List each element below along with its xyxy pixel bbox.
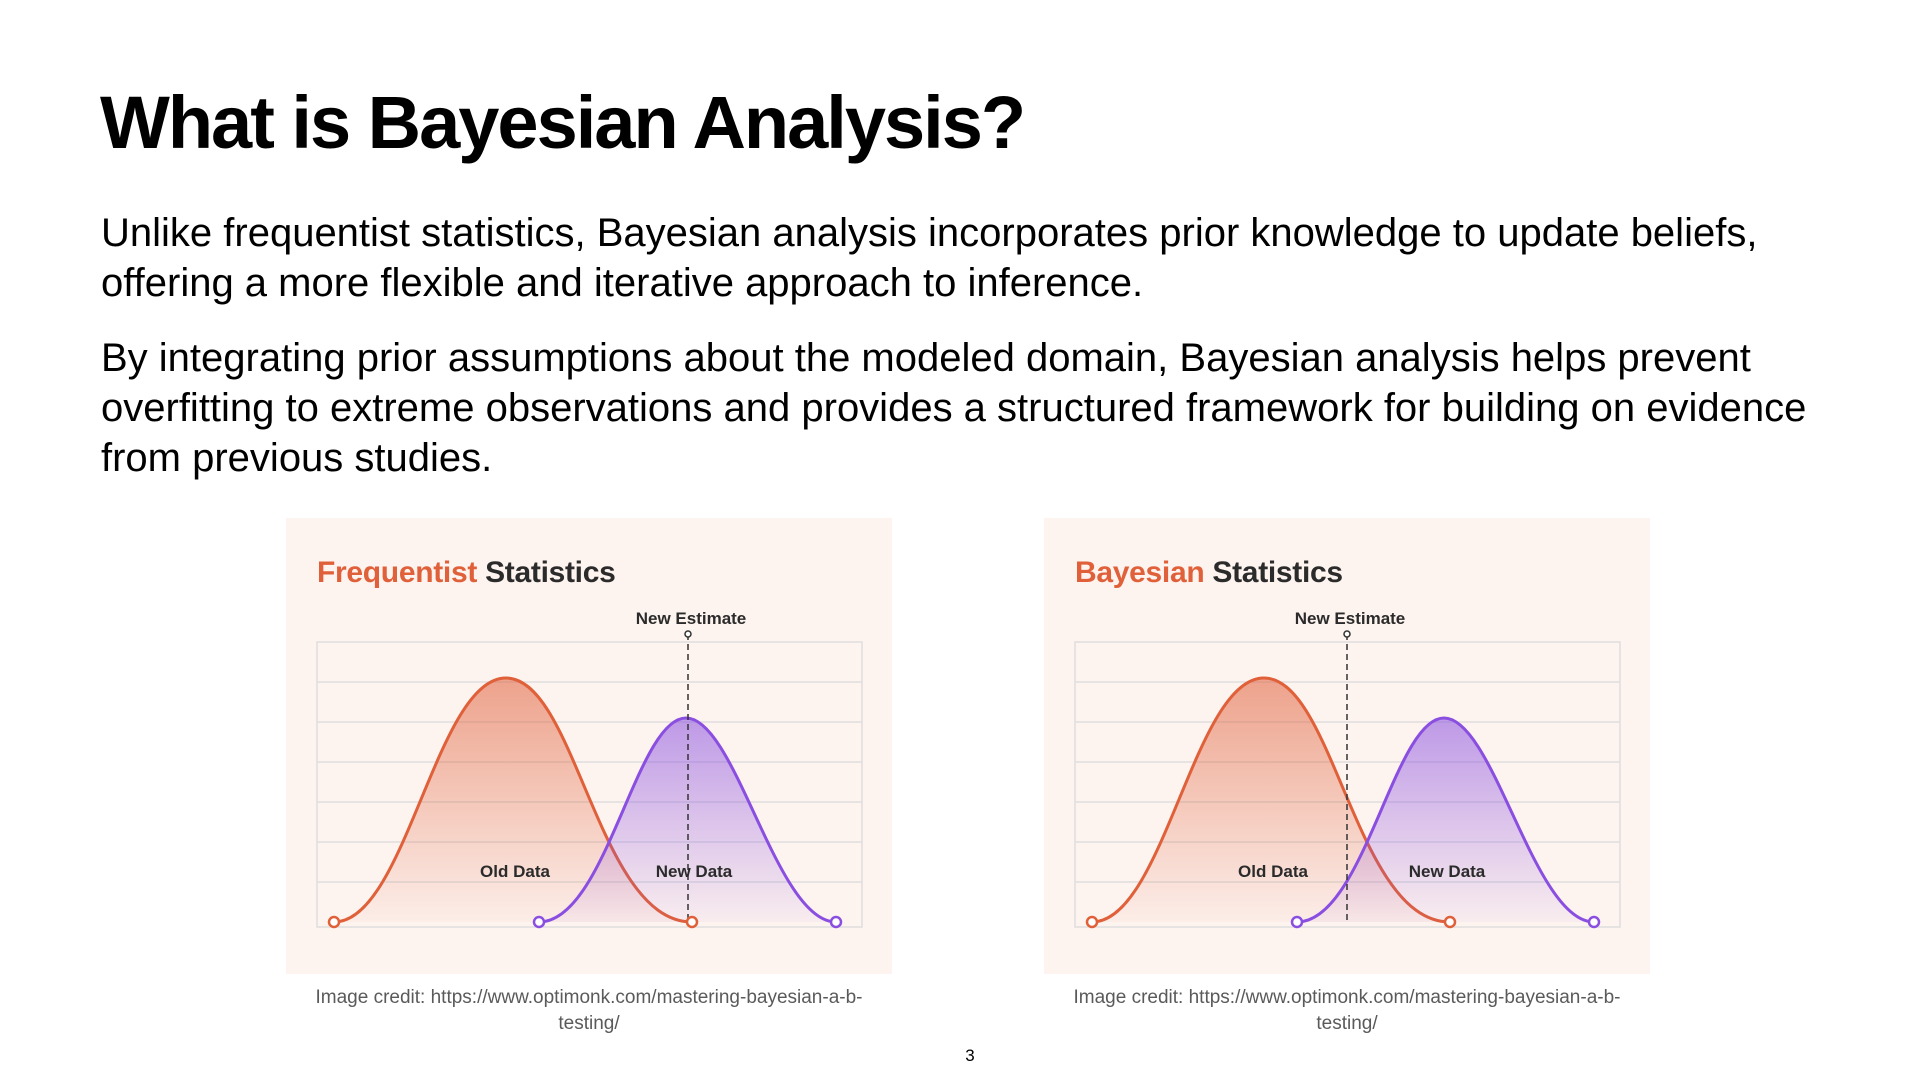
page-number: 3	[965, 1046, 975, 1065]
slide-title: What is Bayesian Analysis?	[100, 81, 1026, 164]
new-data-end-point	[1587, 915, 1601, 929]
frequentist-chart: New Estimate Old Data New Data	[316, 609, 863, 929]
intro-paragraph: Unlike frequentist statistics, Bayesian …	[101, 211, 1758, 305]
old-data-end-point	[1443, 915, 1457, 929]
frequentist-figure: New Estimate Old Data New Data Frequenti…	[286, 518, 892, 974]
new-data-curve	[1296, 716, 1595, 924]
title-accent: Bayesian	[1075, 556, 1205, 589]
old-data-start-point	[327, 915, 341, 929]
frequentist-figure-title: Frequentist Statistics	[317, 556, 616, 590]
old-data-start-point	[1085, 915, 1099, 929]
old-data-label: Old Data	[480, 862, 550, 881]
new-data-curve	[538, 716, 837, 924]
new-estimate-label: New Estimate	[636, 609, 747, 628]
new-data-label: New Data	[656, 862, 733, 881]
bayesian-figure: New Estimate Old Data New Data Bayesian …	[1044, 518, 1650, 974]
old-data-end-point	[685, 915, 699, 929]
new-estimate-label: New Estimate	[1295, 609, 1406, 628]
title-accent: Frequentist	[317, 556, 478, 589]
new-estimate-marker	[684, 630, 692, 638]
new-data-area	[1297, 718, 1594, 922]
image-credit-right: Image credit: https://www.optimonk.com/m…	[1073, 987, 1621, 1034]
new-data-start-point	[1290, 915, 1304, 929]
title-rest: Statistics	[485, 556, 616, 589]
new-data-start-point	[532, 915, 546, 929]
image-credit-left: Image credit: https://www.optimonk.com/m…	[315, 987, 863, 1034]
new-data-end-point	[829, 915, 843, 929]
new-estimate-marker	[1343, 630, 1351, 638]
bayesian-figure-title: Bayesian Statistics	[1075, 556, 1343, 590]
bayesian-chart: New Estimate Old Data New Data	[1074, 609, 1621, 929]
new-data-label: New Data	[1409, 862, 1486, 881]
old-data-label: Old Data	[1238, 862, 1308, 881]
benefits-paragraph: By integrating prior assumptions about t…	[101, 336, 1807, 480]
title-rest: Statistics	[1212, 556, 1343, 589]
